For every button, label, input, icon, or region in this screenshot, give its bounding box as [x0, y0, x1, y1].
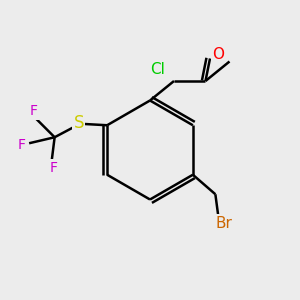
Text: F: F [30, 104, 38, 118]
Text: F: F [49, 161, 57, 175]
Text: Br: Br [215, 216, 232, 231]
Text: O: O [212, 46, 224, 62]
Text: S: S [74, 113, 84, 131]
Text: F: F [18, 138, 26, 152]
Text: Cl: Cl [150, 62, 165, 77]
